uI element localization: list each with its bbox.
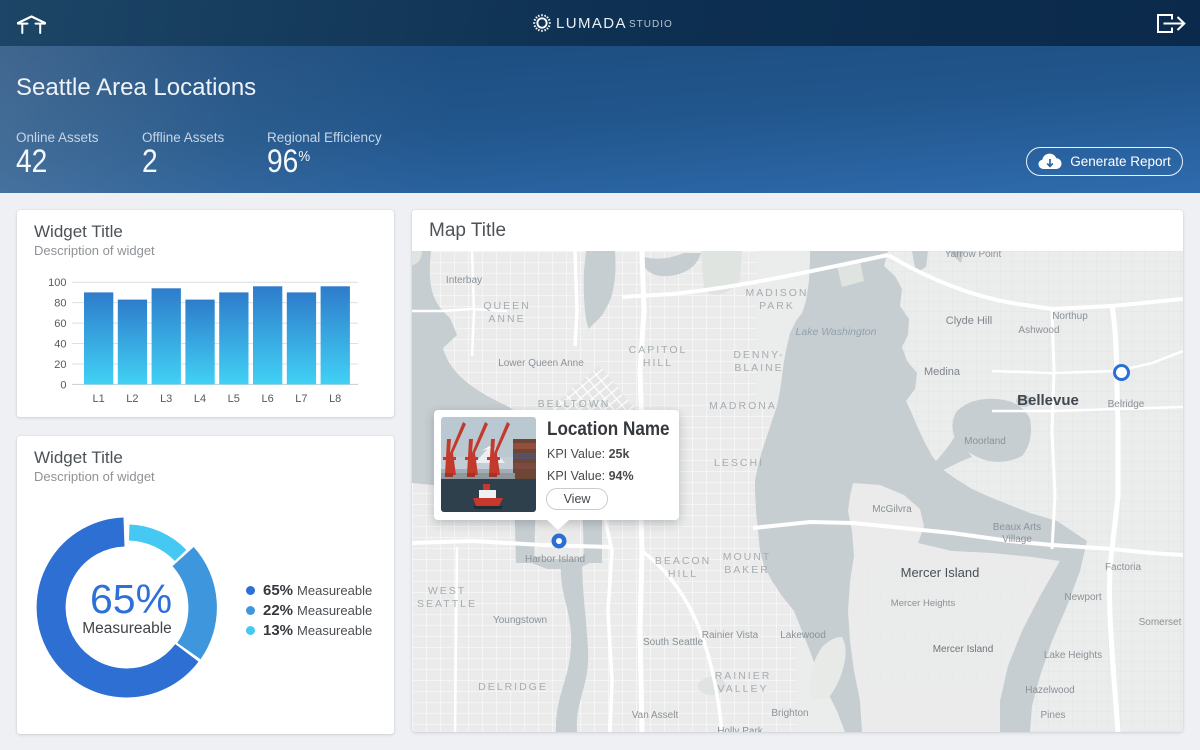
svg-text:L1: L1: [92, 393, 104, 405]
svg-text:Rainier Vista: Rainier Vista: [702, 630, 759, 641]
svg-text:Village: Village: [1002, 534, 1032, 545]
svg-text:Northup: Northup: [1052, 311, 1088, 322]
svg-text:BELLTOWN: BELLTOWN: [538, 398, 611, 410]
svg-text:LESCHI: LESCHI: [714, 457, 764, 469]
svg-text:Belridge: Belridge: [1108, 399, 1145, 410]
svg-text:RAINIER: RAINIER: [715, 670, 772, 682]
svg-text:20: 20: [54, 359, 66, 371]
svg-text:QUEEN: QUEEN: [483, 300, 530, 312]
svg-text:L8: L8: [329, 393, 341, 405]
svg-text:Lake Heights: Lake Heights: [1044, 650, 1102, 661]
svg-text:Mercer Island: Mercer Island: [901, 565, 980, 580]
svg-text:Medina: Medina: [924, 366, 961, 378]
svg-text:Interbay: Interbay: [446, 275, 482, 286]
svg-text:L3: L3: [160, 393, 172, 405]
svg-text:L7: L7: [295, 393, 307, 405]
svg-text:Mercer Island: Mercer Island: [933, 644, 994, 655]
svg-text:MOUNT: MOUNT: [723, 551, 772, 563]
svg-text:L5: L5: [228, 393, 240, 405]
svg-text:Pines: Pines: [1040, 710, 1065, 721]
svg-text:CAPITOL: CAPITOL: [629, 344, 688, 356]
svg-text:Youngstown: Youngstown: [493, 615, 547, 626]
svg-text:Newport: Newport: [1064, 592, 1101, 603]
svg-text:Bellevue: Bellevue: [1017, 392, 1079, 409]
svg-text:Beaux Arts: Beaux Arts: [993, 522, 1041, 533]
svg-text:Van Asselt: Van Asselt: [632, 710, 679, 721]
svg-text:Hazelwood: Hazelwood: [1025, 685, 1074, 696]
svg-text:60: 60: [54, 318, 66, 330]
svg-text:40: 40: [54, 339, 66, 351]
svg-text:McGilvra: McGilvra: [872, 504, 912, 515]
svg-text:MADRONA: MADRONA: [709, 400, 777, 412]
svg-text:BAKER: BAKER: [724, 564, 770, 576]
svg-text:WEST: WEST: [428, 585, 466, 597]
svg-text:HILL: HILL: [643, 357, 673, 369]
svg-text:VALLEY: VALLEY: [718, 683, 769, 695]
svg-text:Mercer Heights: Mercer Heights: [891, 598, 956, 609]
svg-text:L4: L4: [194, 393, 206, 405]
svg-text:BEACON: BEACON: [655, 555, 711, 567]
svg-text:L2: L2: [126, 393, 138, 405]
svg-text:Moorland: Moorland: [964, 436, 1006, 447]
svg-text:DELRIDGE: DELRIDGE: [478, 681, 548, 693]
svg-text:Somerset: Somerset: [1139, 617, 1182, 628]
svg-text:0: 0: [60, 379, 66, 391]
svg-text:Lakewood: Lakewood: [780, 630, 826, 641]
svg-text:80: 80: [54, 298, 66, 310]
svg-text:L6: L6: [261, 393, 273, 405]
svg-text:MADISON: MADISON: [745, 287, 808, 299]
svg-text:BLAINE: BLAINE: [734, 362, 783, 374]
svg-text:ANNE: ANNE: [488, 313, 525, 325]
svg-text:South Seattle: South Seattle: [643, 637, 703, 648]
svg-text:Factoria: Factoria: [1105, 562, 1142, 573]
svg-text:Clyde Hill: Clyde Hill: [946, 315, 992, 327]
svg-text:HILL: HILL: [668, 568, 698, 580]
svg-text:Harbor Island: Harbor Island: [525, 554, 585, 565]
svg-text:DENNY-: DENNY-: [733, 349, 784, 361]
svg-text:Brighton: Brighton: [771, 708, 808, 719]
svg-text:Yarrow Point: Yarrow Point: [945, 251, 1002, 260]
svg-text:100: 100: [48, 277, 66, 289]
svg-text:Ashwood: Ashwood: [1018, 325, 1059, 336]
svg-text:SEATTLE: SEATTLE: [417, 598, 477, 610]
svg-text:PARK: PARK: [759, 300, 795, 312]
svg-text:Lake Washington: Lake Washington: [796, 326, 877, 338]
svg-text:Lower Queen Anne: Lower Queen Anne: [498, 358, 584, 369]
svg-text:Holly Park: Holly Park: [717, 726, 764, 732]
